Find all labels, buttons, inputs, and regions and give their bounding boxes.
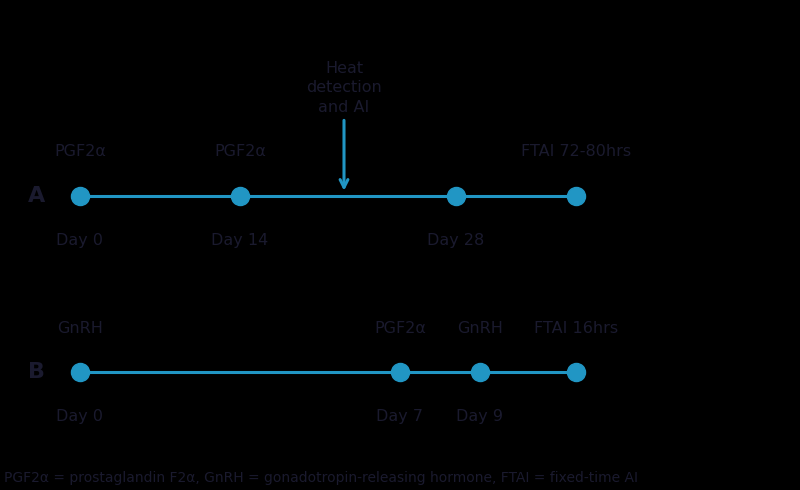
- Text: Day 28: Day 28: [427, 233, 485, 248]
- Text: Day 0: Day 0: [57, 233, 103, 248]
- Text: GnRH: GnRH: [57, 320, 103, 336]
- Text: Day 9: Day 9: [457, 409, 503, 424]
- Text: FTAI 72-80hrs: FTAI 72-80hrs: [521, 144, 631, 159]
- Text: PGF2α = prostaglandin F2α, GnRH = gonadotropin-releasing hormone, FTAI = fixed-t: PGF2α = prostaglandin F2α, GnRH = gonado…: [4, 471, 638, 485]
- Text: B: B: [28, 363, 45, 382]
- Text: A: A: [28, 186, 46, 206]
- Text: PGF2α: PGF2α: [54, 144, 106, 159]
- Text: Day 7: Day 7: [377, 409, 423, 424]
- Text: PGF2α: PGF2α: [374, 320, 426, 336]
- Text: Day 0: Day 0: [57, 409, 103, 424]
- Text: PGF2α: PGF2α: [214, 144, 266, 159]
- Text: Day 14: Day 14: [211, 233, 269, 248]
- Text: FTAI 16hrs: FTAI 16hrs: [534, 320, 618, 336]
- Text: GnRH: GnRH: [457, 320, 503, 336]
- Text: Heat
detection
and AI: Heat detection and AI: [306, 61, 382, 115]
